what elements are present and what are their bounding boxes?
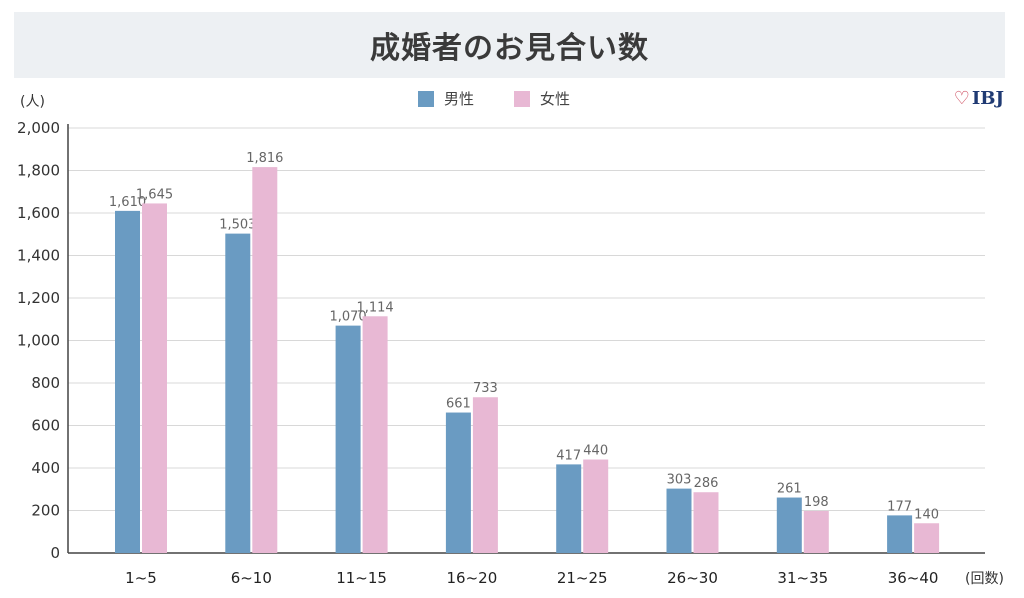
legend-label-female: 女性	[540, 90, 571, 108]
bar-male	[225, 233, 251, 554]
x-category-label: 31~35	[777, 569, 828, 587]
x-axis-unit-label: (回数)	[965, 571, 1004, 587]
y-tick-label: 600	[31, 417, 60, 435]
y-tick-label: 200	[31, 502, 60, 520]
x-category-label: 1~5	[125, 569, 157, 587]
bar-female	[252, 167, 278, 553]
bar-value-label-male: 303	[667, 473, 692, 488]
bar-male	[887, 515, 913, 553]
y-tick-label: 800	[31, 374, 60, 392]
logo-text: IBJ	[971, 88, 1004, 109]
bar-male	[115, 210, 140, 553]
bar-female	[583, 459, 609, 553]
bar-value-label-female: 1,114	[356, 300, 393, 315]
x-category-label: 11~15	[336, 569, 387, 587]
bar-female	[142, 203, 167, 553]
legend-item-male: 男性	[418, 88, 474, 109]
bar-male	[776, 497, 802, 553]
bar-female	[472, 397, 498, 553]
bar-value-label-male: 661	[446, 397, 471, 412]
bar-female	[693, 492, 719, 553]
legend: 男性 女性	[418, 88, 570, 109]
y-tick-label: 0	[50, 544, 60, 562]
legend-swatch-female	[514, 90, 531, 107]
bar-female	[914, 523, 940, 553]
y-axis-unit-label: (人)	[20, 94, 45, 110]
legend-item-female: 女性	[514, 88, 570, 109]
bar-value-label-male: 1,503	[219, 218, 256, 233]
x-category-label: 36~40	[888, 569, 939, 587]
bar-value-label-male: 177	[887, 499, 912, 514]
bar-male	[445, 412, 471, 553]
y-tick-label: 1,200	[17, 289, 60, 307]
y-tick-label: 2,000	[17, 119, 60, 137]
bar-value-label-female: 440	[583, 444, 608, 459]
y-tick-label: 1,400	[17, 247, 60, 265]
bar-value-label-female: 733	[473, 381, 498, 396]
x-category-label: 26~30	[667, 569, 718, 587]
y-tick-label: 400	[31, 459, 60, 477]
y-tick-label: 1,000	[17, 332, 60, 350]
y-tick-label: 1,800	[17, 162, 60, 180]
legend-swatch-male	[418, 90, 434, 107]
ibj-logo: ♡ IBJ	[954, 88, 1004, 109]
bar-male	[556, 464, 582, 553]
bar-value-label-female: 286	[694, 476, 719, 491]
bar-value-label-female: 1,645	[136, 187, 173, 202]
bar-female	[362, 316, 388, 553]
chart-title: 成婚者のお見合い数	[370, 31, 649, 66]
bar-female	[803, 510, 829, 553]
bar-value-label-male: 1,070	[329, 310, 366, 325]
title-bar: 成婚者のお見合い数	[14, 12, 1005, 78]
bar-male	[335, 325, 361, 553]
x-category-label: 21~25	[557, 569, 608, 587]
x-category-label: 16~20	[447, 569, 498, 587]
x-category-label: 6~10	[231, 569, 272, 587]
bar-value-label-female: 140	[914, 507, 939, 522]
bar-value-label-female: 1,816	[246, 151, 283, 166]
y-tick-label: 1,600	[17, 204, 60, 222]
legend-label-male: 男性	[444, 90, 475, 108]
bar-value-label-male: 261	[777, 482, 802, 497]
bar-male	[666, 488, 692, 553]
bar-value-label-male: 1,610	[109, 195, 146, 210]
bar-value-label-male: 417	[556, 448, 581, 463]
heart-icon: ♡	[953, 88, 970, 109]
bar-value-label-female: 198	[804, 495, 829, 510]
